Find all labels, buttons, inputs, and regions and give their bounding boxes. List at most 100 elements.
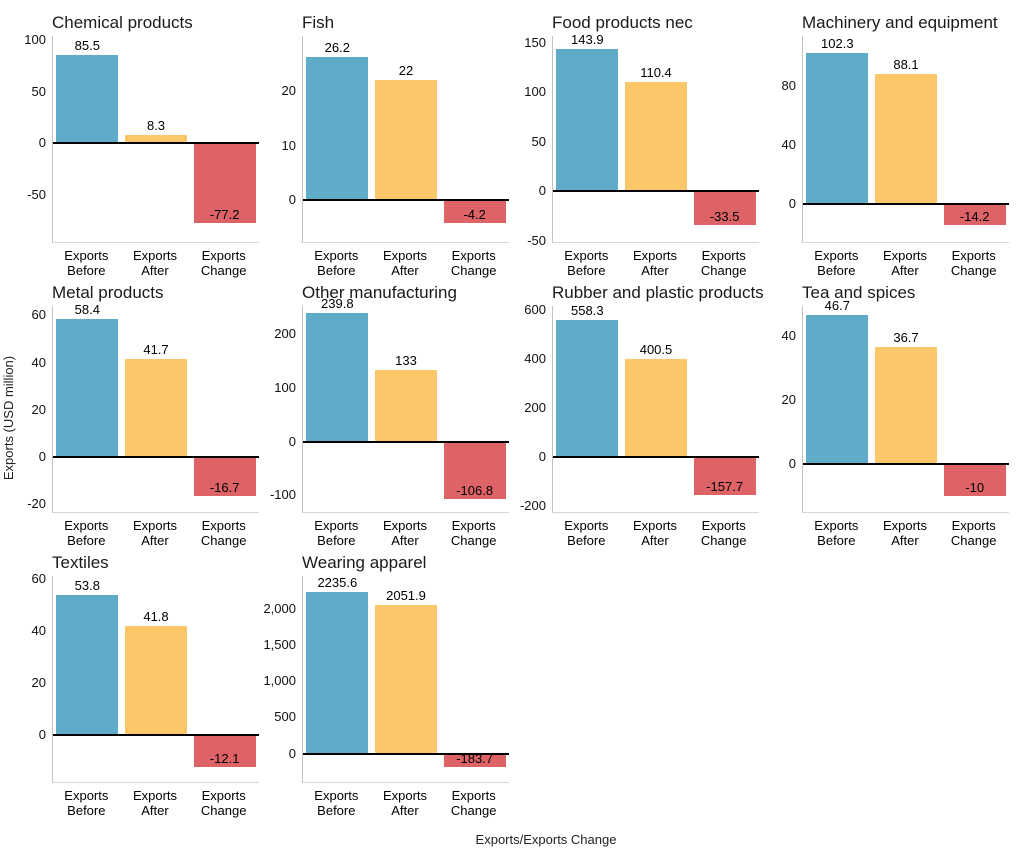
facet-title: Other manufacturing: [302, 283, 457, 302]
facet-machinery-and-equipment: Machinery and equipment 80 40 0 102.3 88.1 -14…: [766, 12, 1016, 282]
plot-row: 60 40 20 0 53.8 41.8 -12.1: [16, 571, 266, 783]
x-category-line2: After: [141, 263, 169, 278]
zero-baseline: [553, 455, 759, 458]
x-category-line1: Exports: [201, 248, 246, 263]
bar-exports-change: [693, 191, 756, 225]
bar-exports-after: [874, 346, 937, 465]
x-category-label-exports-before: Exports Before: [52, 788, 121, 818]
plot-row: 600 400 200 0 -200 558.3 400.5 -157.7: [516, 302, 766, 513]
plot-row: 2,000 1,500 1,000 500 0 2235.6 2051.9 -183.7: [263, 575, 516, 783]
x-category-line1: Exports: [882, 518, 928, 533]
x-category-line2: Before: [567, 533, 606, 548]
y-axis: 80 40 0: [766, 36, 802, 242]
y-tick-label: 0: [288, 192, 296, 208]
bar-exports-change: [943, 203, 1006, 225]
y-axis: 150 100 50 0 -50: [516, 34, 552, 248]
x-category-line1: Exports: [701, 518, 746, 533]
facet-grid: Chemical products 100 50 0 -50 85.5 8.3 -77.2 Ex…: [16, 12, 1016, 822]
x-category-line2: After: [891, 263, 919, 278]
x-category-line1: Exports: [314, 248, 359, 263]
bar-value-label: 58.4: [74, 302, 100, 318]
y-tick-label: 80: [781, 78, 796, 94]
facet-fish: Fish 20 10 0 26.2 22 -4.2 Exports Before Exports A…: [266, 12, 516, 282]
zero-baseline: [803, 463, 1009, 466]
x-category-line1: Exports: [701, 248, 746, 263]
facet-title: Fish: [302, 13, 335, 32]
x-axis-title: Exports/Exports Change: [475, 832, 617, 847]
x-category-line1: Exports: [382, 518, 428, 533]
y-axis: 60 40 20 0: [16, 571, 52, 782]
bar-value-label: 239.8: [321, 295, 354, 311]
bar-exports-after: [124, 626, 187, 736]
bar-value-label: -183.7: [456, 751, 494, 767]
facet-chemical-products: Chemical products 100 50 0 -50 85.5 8.3 -77.2 Ex…: [16, 12, 266, 282]
y-tick-label: 60: [31, 570, 46, 586]
y-tick-label: 1,000: [263, 673, 296, 689]
y-axis: 20 10 0: [266, 36, 302, 242]
x-category-labels: Exports Before Exports After Exports Change: [802, 242, 1008, 278]
x-category-line1: Exports: [132, 248, 178, 263]
y-tick-label: 600: [524, 301, 546, 317]
bar-value-label: -10: [965, 480, 985, 496]
x-category-line1: Exports: [451, 788, 496, 803]
plot-area: 2235.6 2051.9 -183.7: [302, 575, 509, 783]
bar-exports-change: [443, 441, 506, 499]
plot-row: 80 40 0 102.3 88.1 -14.2: [766, 36, 1016, 243]
x-category-line1: Exports: [564, 248, 609, 263]
x-category-label-exports-after: Exports After: [121, 788, 190, 818]
y-tick-label: 0: [38, 727, 46, 743]
x-category-label-exports-after: Exports After: [871, 248, 940, 278]
bar-value-label: 41.7: [143, 341, 169, 357]
bar-exports-change: [443, 753, 506, 768]
x-category-line2: Change: [200, 533, 247, 548]
y-axis: 600 400 200 0 -200: [516, 302, 552, 513]
bar-value-label: 88.1: [893, 57, 919, 73]
facet-title: Chemical products: [52, 13, 193, 32]
x-category-line2: Change: [450, 263, 497, 278]
x-category-label-exports-change: Exports Change: [189, 518, 258, 548]
bar-exports-before: [56, 55, 119, 144]
bar-value-label: 143.9: [571, 31, 604, 47]
x-category-line1: Exports: [314, 518, 359, 533]
bar-value-label: 102.3: [821, 36, 854, 52]
x-category-line2: After: [391, 803, 419, 818]
zero-baseline: [303, 752, 509, 755]
bar-value-label: 8.3: [146, 117, 166, 133]
x-category-line2: After: [391, 533, 419, 548]
x-category-line2: Change: [700, 533, 747, 548]
x-category-line2: Before: [67, 263, 106, 278]
x-category-label-exports-after: Exports After: [121, 248, 190, 278]
x-category-line2: Change: [700, 263, 747, 278]
x-category-line2: After: [391, 263, 419, 278]
x-category-label-exports-before: Exports Before: [302, 248, 371, 278]
x-category-label-exports-before: Exports Before: [52, 518, 121, 548]
x-category-line1: Exports: [64, 248, 109, 263]
x-category-line1: Exports: [814, 518, 859, 533]
bar-value-label: -157.7: [706, 479, 744, 495]
y-axis: 200 100 0 -100: [266, 306, 302, 512]
y-tick-label: 150: [524, 34, 546, 50]
y-tick-label: 0: [788, 456, 796, 472]
x-category-labels: Exports Before Exports After Exports Change: [302, 782, 508, 818]
x-category-label-exports-before: Exports Before: [552, 518, 621, 548]
bar-exports-before: [306, 312, 369, 442]
x-category-line1: Exports: [951, 248, 996, 263]
bar-value-label: 22: [398, 62, 414, 78]
y-axis: 60 40 20 0 -20: [16, 306, 52, 512]
facet-other-manufacturing: Other manufacturing 200 100 0 -100 239.8 133 -1…: [266, 282, 516, 552]
y-tick-label: 0: [538, 183, 546, 199]
facet-tea-and-spices: Tea and spices 40 20 0 46.7 36.7 -10 Exports Bef…: [766, 282, 1016, 552]
y-tick-label: 0: [38, 448, 46, 464]
plot-area: 85.5 8.3 -77.2: [52, 36, 259, 243]
x-category-label-exports-before: Exports Before: [302, 518, 371, 548]
x-category-labels: Exports Before Exports After Exports Change: [552, 512, 758, 548]
x-category-line2: After: [891, 533, 919, 548]
x-category-label-exports-after: Exports After: [121, 518, 190, 548]
bar-exports-before: [306, 56, 369, 201]
zero-baseline: [803, 202, 1009, 205]
x-category-label-exports-after: Exports After: [371, 788, 440, 818]
y-tick-label: 40: [31, 354, 46, 370]
y-tick-label: 50: [31, 83, 46, 99]
x-category-labels: Exports Before Exports After Exports Change: [552, 242, 758, 278]
x-category-line2: Change: [450, 533, 497, 548]
